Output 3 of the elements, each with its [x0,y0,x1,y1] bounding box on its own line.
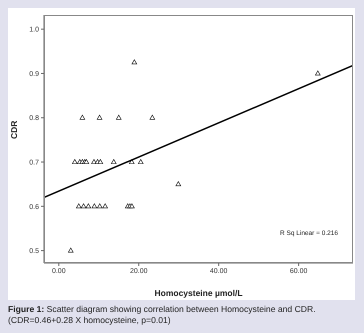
y-axis-title: CDR [9,120,20,139]
caption: Figure 1: Scatter diagram showing correlation between Homocysteine and CDR. (CDR=0.46+0.28 X homocysteine, p=0.01) [8,304,317,326]
x-axis-title: Homocysteine µmol/L [154,288,243,298]
